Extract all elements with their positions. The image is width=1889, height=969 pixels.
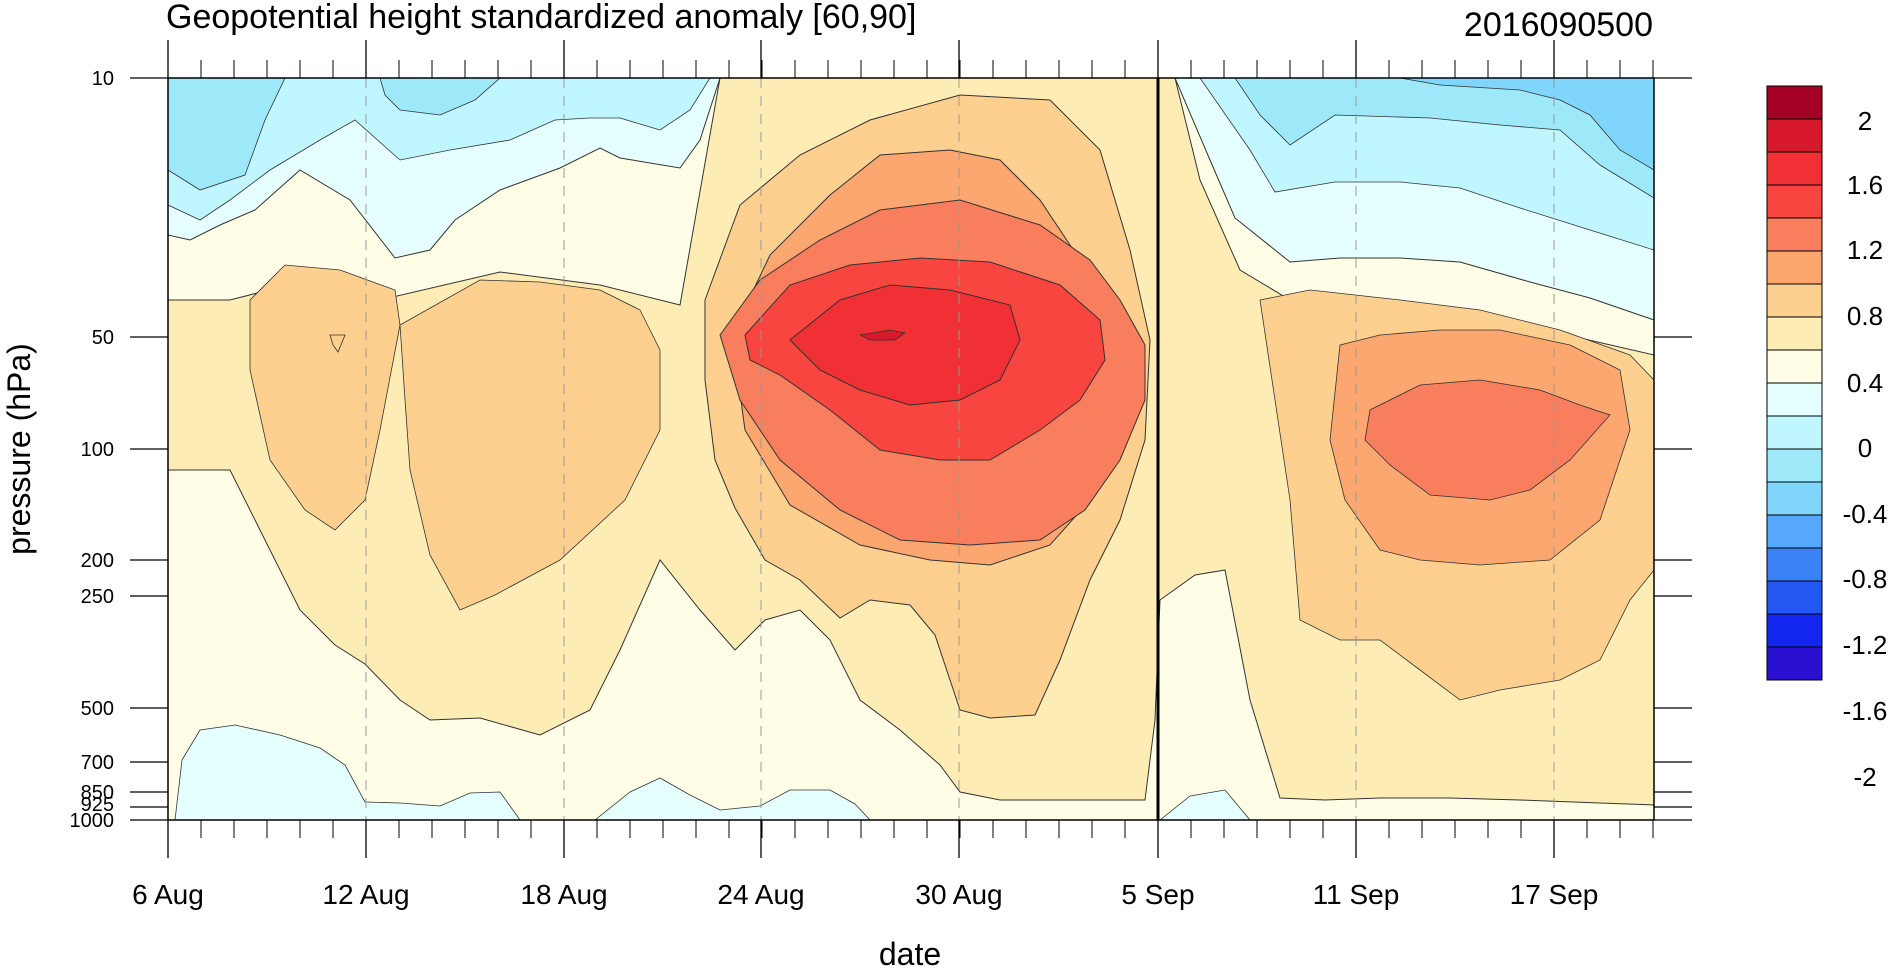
x-axis-title: date — [879, 936, 941, 969]
colorbar-box — [1766, 151, 1823, 186]
y-tick-label: 200 — [81, 550, 114, 572]
x-tick-label: 6 Aug — [132, 879, 204, 910]
y-tick-label: 925 — [81, 794, 114, 816]
colorbar-box — [1766, 415, 1823, 450]
colorbar-box — [1766, 580, 1823, 615]
chart-timestamp: 2016090500 — [1464, 6, 1653, 44]
y-tick-label: 50 — [92, 327, 114, 349]
colorbar: 2 1.6 1.2 0.8 0.4 0 -0.4 -0.8 -1.2 -1.6 … — [1766, 85, 1888, 792]
colorbar-box — [1766, 184, 1823, 219]
colorbar-box — [1766, 250, 1823, 285]
y-tick-label: 850 — [81, 782, 114, 804]
y-tick-label: 700 — [81, 752, 114, 774]
colorbar-label: -0.4 — [1843, 499, 1888, 529]
y-tick-label: 500 — [81, 698, 114, 720]
colorbar-label: 1.6 — [1847, 170, 1883, 200]
colorbar-label: 1.2 — [1847, 235, 1883, 265]
y-tick-labels: 10 50 100 200 250 500 700 850 925 1000 — [70, 68, 115, 832]
x-gridlines — [365, 78, 1555, 820]
colorbar-box — [1766, 118, 1823, 153]
x-major-ticks — [167, 40, 1555, 858]
colorbar-box — [1766, 382, 1823, 417]
colorbar-box — [1766, 547, 1823, 582]
colorbar-box — [1766, 514, 1823, 549]
colorbar-box — [1766, 481, 1823, 516]
colorbar-box — [1766, 613, 1823, 648]
x-tick-labels: 6 Aug 12 Aug 18 Aug 24 Aug 30 Aug 5 Sep … — [132, 879, 1598, 910]
colorbar-box — [1766, 316, 1823, 351]
colorbar-box — [1766, 283, 1823, 318]
colorbar-label: 0 — [1858, 433, 1872, 463]
colorbar-boxes — [1766, 85, 1823, 681]
colorbar-label: -1.2 — [1843, 630, 1888, 660]
colorbar-box — [1766, 217, 1823, 252]
colorbar-label: 0.4 — [1847, 368, 1883, 398]
y-tick-label: 250 — [81, 586, 114, 608]
y-tick-label: 100 — [81, 439, 114, 461]
y-tick-label: 10 — [92, 68, 114, 90]
x-tick-label: 30 Aug — [915, 879, 1002, 910]
y-tick-marks — [130, 77, 1692, 821]
x-tick-label: 18 Aug — [520, 879, 607, 910]
contour-fills — [168, 78, 1654, 820]
x-tick-label: 12 Aug — [322, 879, 409, 910]
y-tick-label: 1000 — [70, 810, 115, 832]
colorbar-label: 0.8 — [1847, 301, 1883, 331]
colorbar-box — [1766, 349, 1823, 384]
x-tick-label: 17 Sep — [1510, 879, 1599, 910]
colorbar-box — [1766, 448, 1823, 483]
colorbar-label: -0.8 — [1843, 564, 1888, 594]
x-tick-label: 24 Aug — [717, 879, 804, 910]
colorbar-labels: 2 1.6 1.2 0.8 0.4 0 -0.4 -0.8 -1.2 -1.6 … — [1843, 106, 1888, 792]
colorbar-label: 2 — [1858, 106, 1872, 136]
colorbar-label: -2 — [1853, 762, 1876, 792]
chart-title: Geopotential height standardized anomaly… — [166, 0, 916, 36]
y-axis-title: pressure (hPa) — [1, 343, 37, 555]
x-tick-label: 11 Sep — [1313, 879, 1400, 910]
colorbar-box — [1766, 646, 1823, 681]
x-tick-label: 5 Sep — [1121, 879, 1194, 910]
colorbar-box — [1766, 85, 1823, 120]
colorbar-label: -1.6 — [1843, 696, 1888, 726]
